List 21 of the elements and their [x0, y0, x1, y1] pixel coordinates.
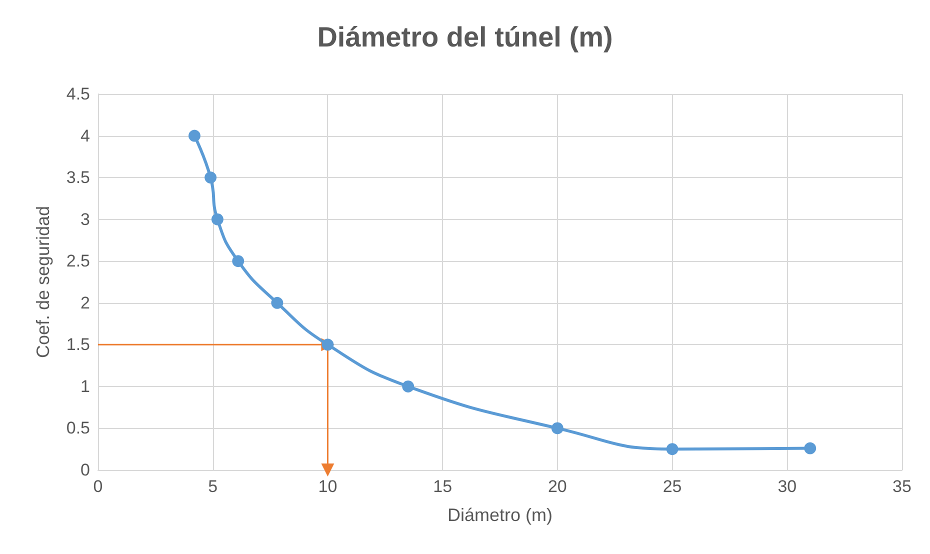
- y-tick-label: 0: [80, 460, 90, 480]
- x-tick-label: 20: [548, 477, 567, 496]
- y-tick-label: 4.5: [66, 84, 90, 104]
- y-tick-label: 2: [80, 293, 90, 312]
- y-tick-label: 1.5: [66, 335, 90, 354]
- x-tick-label: 35: [892, 477, 912, 496]
- y-tick-label: 3.5: [66, 168, 90, 188]
- y-tick-label: 4: [80, 126, 90, 146]
- x-tick-label: 15: [433, 477, 452, 496]
- x-axis-title: Diámetro (m): [447, 505, 553, 525]
- x-tick-label: 25: [662, 477, 682, 496]
- y-tick-label: 0.5: [66, 418, 90, 438]
- x-tick-label: 30: [778, 477, 797, 496]
- x-tick-label: 0: [93, 477, 103, 496]
- y-axis-title: Coef. de seguridad: [33, 206, 53, 358]
- y-tick-label: 2.5: [66, 252, 90, 271]
- chart-title: Diámetro del túnel (m): [317, 22, 613, 52]
- x-tick-label: 5: [208, 477, 218, 496]
- y-tick-label: 3: [80, 210, 90, 229]
- y-tick-label: 1: [80, 376, 90, 396]
- x-tick-label: 10: [318, 477, 338, 496]
